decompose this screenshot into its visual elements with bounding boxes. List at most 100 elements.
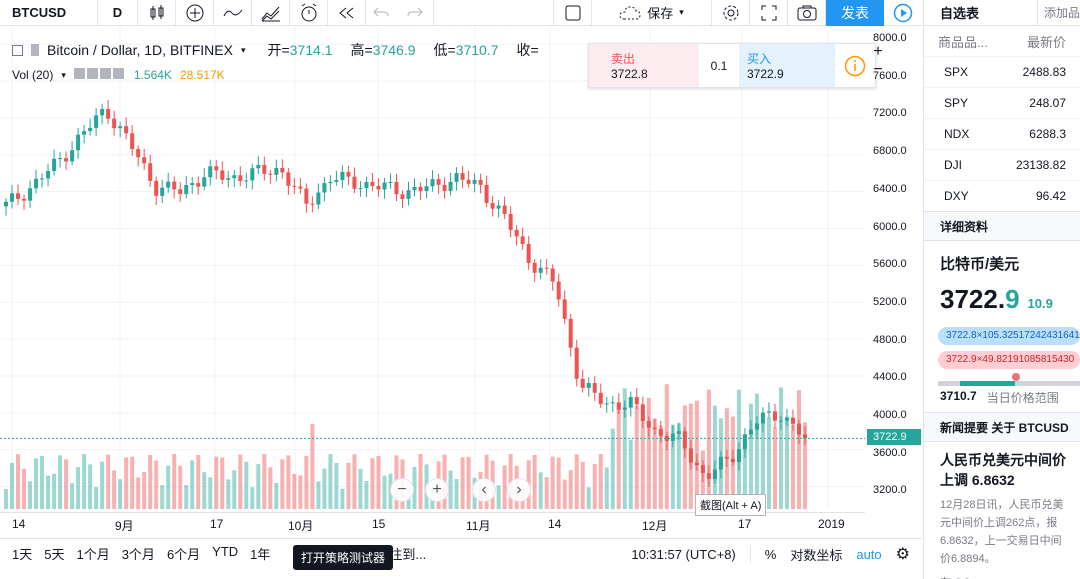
compare-icon[interactable] (214, 0, 252, 26)
symbol-search-button[interactable]: BTCUSD (0, 0, 98, 26)
save-button[interactable]: 保存 ▾ (592, 0, 712, 26)
candle-body (700, 465, 705, 474)
indicators-icon[interactable] (176, 0, 214, 26)
candle-body (190, 183, 195, 186)
volume-bar (274, 482, 279, 509)
candle-body (802, 434, 807, 439)
details-section-title[interactable]: 详细资料 (924, 211, 1080, 241)
volume-bar (58, 455, 63, 509)
scroll-left-button[interactable]: ‹ (472, 478, 496, 502)
clock[interactable]: 10:31:57 (UTC+8) (631, 546, 736, 562)
volume-bar (154, 460, 159, 509)
price-tick: 4400.0 (873, 371, 907, 384)
candle-body (652, 427, 657, 430)
volume-bar (628, 439, 633, 509)
chevron-down-icon[interactable]: ▾ (240, 44, 246, 55)
layout-icon[interactable] (554, 0, 592, 26)
watchlist-row[interactable]: DXY 96.42 (924, 180, 1080, 211)
candle-body (358, 188, 363, 190)
range-button[interactable]: 3个月 (121, 547, 155, 562)
interval-button[interactable]: D (98, 0, 138, 26)
volume-bar (568, 470, 573, 509)
add-symbol-input[interactable]: 添加品 (1037, 0, 1080, 26)
alerts-icon[interactable] (290, 0, 328, 26)
zoom-in-button[interactable]: + (425, 478, 449, 502)
watchlist-row[interactable]: DJI 23138.82 (924, 149, 1080, 180)
range-button[interactable]: 5天 (44, 547, 65, 562)
more-icon[interactable] (99, 68, 111, 79)
price-axis[interactable]: 8000.0 7600.0 7200.0 6800.0 6400.0 6000.0 5600… (865, 30, 922, 510)
replay-icon[interactable] (328, 0, 366, 26)
volume-title[interactable]: Vol (20) (12, 68, 54, 82)
candle-body (40, 178, 45, 180)
undo-icon[interactable] (366, 0, 396, 26)
range-button[interactable]: 1天 (12, 547, 33, 562)
scroll-right-button[interactable]: › (507, 478, 531, 502)
candle-body (10, 193, 15, 202)
percent-toggle[interactable]: % (764, 546, 777, 562)
fullscreen-icon[interactable] (750, 0, 788, 26)
play-icon[interactable] (884, 0, 922, 26)
eye-icon[interactable] (73, 68, 85, 79)
volume-bar (298, 475, 303, 509)
news-section-title[interactable]: 新闻提要 关于 BTCUSD (924, 412, 1080, 442)
price-chart[interactable] (0, 27, 865, 509)
zoom-out-button[interactable]: − (390, 478, 414, 502)
candle-body (364, 182, 369, 189)
candle-body (472, 179, 477, 184)
volume-bar (550, 456, 555, 509)
divider (749, 545, 751, 563)
volume-bar (634, 405, 639, 509)
sell-button[interactable]: 卖出 3722.8 (589, 44, 699, 87)
price-tick: 4800.0 (873, 333, 907, 346)
volume-bar (532, 454, 537, 509)
watchlist-row[interactable]: SPY 248.07 (924, 87, 1080, 118)
candle-body (112, 118, 117, 129)
publish-button[interactable]: 发表 (826, 0, 884, 26)
watchlist-title[interactable]: 自选表 (940, 6, 980, 21)
watchlist-symbol: SPX (944, 65, 969, 79)
candle-body (196, 183, 201, 187)
candle-body (46, 171, 51, 179)
time-axis[interactable]: 14 9月 17 10月 15 11月 14 12月 17 2019 (0, 512, 865, 534)
range-button[interactable]: 1年 (250, 547, 271, 562)
gear-icon[interactable]: ⚙ (895, 546, 910, 563)
candles-icon[interactable] (138, 0, 176, 26)
range-button[interactable]: 1个月 (76, 547, 110, 562)
price-tick: 7600.0 (873, 69, 907, 82)
chart-title[interactable]: Bitcoin / Dollar, 1D, BITFINEX (47, 42, 233, 58)
news-body[interactable]: 12月28日讯，人民币兑美元中间价上调262点，报6.8632，上一交易日中间价… (940, 499, 1064, 565)
candle-body (718, 456, 723, 470)
settings-icon[interactable] (86, 68, 98, 79)
close-icon[interactable] (112, 68, 124, 79)
candle-body (598, 392, 603, 405)
candle-body (412, 186, 417, 191)
zoom-in-icon[interactable]: + (873, 43, 883, 60)
watchlist-row[interactable]: NDX 6288.3 (924, 118, 1080, 149)
zoom-out-icon[interactable]: − (873, 61, 883, 78)
info-icon[interactable] (835, 44, 875, 87)
range-button[interactable]: 6个月 (166, 547, 201, 562)
watchlist-row[interactable]: SPX 2488.83 (924, 56, 1080, 87)
volume-bar (580, 461, 585, 509)
col-last[interactable]: 最新价 (1026, 34, 1066, 50)
volume-bar (4, 489, 9, 509)
volume-bar (538, 472, 543, 509)
settings-icon[interactable] (712, 0, 750, 26)
news-headline[interactable]: 人民币兑美元中间价上调 6.8632 (940, 452, 1066, 488)
chevron-down-icon[interactable]: ▾ (61, 69, 66, 80)
candle-body (784, 417, 789, 421)
snapshot-icon[interactable] (788, 0, 826, 26)
buy-button[interactable]: 买入 3722.9 (739, 44, 835, 87)
auto-toggle[interactable]: auto (856, 546, 882, 562)
col-symbol[interactable]: 商品品... (938, 34, 988, 50)
templates-icon[interactable] (252, 0, 290, 26)
log-toggle[interactable]: 对数坐标 (790, 547, 843, 563)
volume-bar (496, 485, 501, 509)
indicator-controls[interactable] (73, 68, 126, 82)
day-range-bar (938, 373, 1080, 387)
legend-collapse-icon[interactable] (12, 44, 23, 56)
range-button[interactable]: YTD (212, 544, 239, 559)
candle-body (178, 189, 183, 195)
redo-icon[interactable] (396, 0, 434, 26)
